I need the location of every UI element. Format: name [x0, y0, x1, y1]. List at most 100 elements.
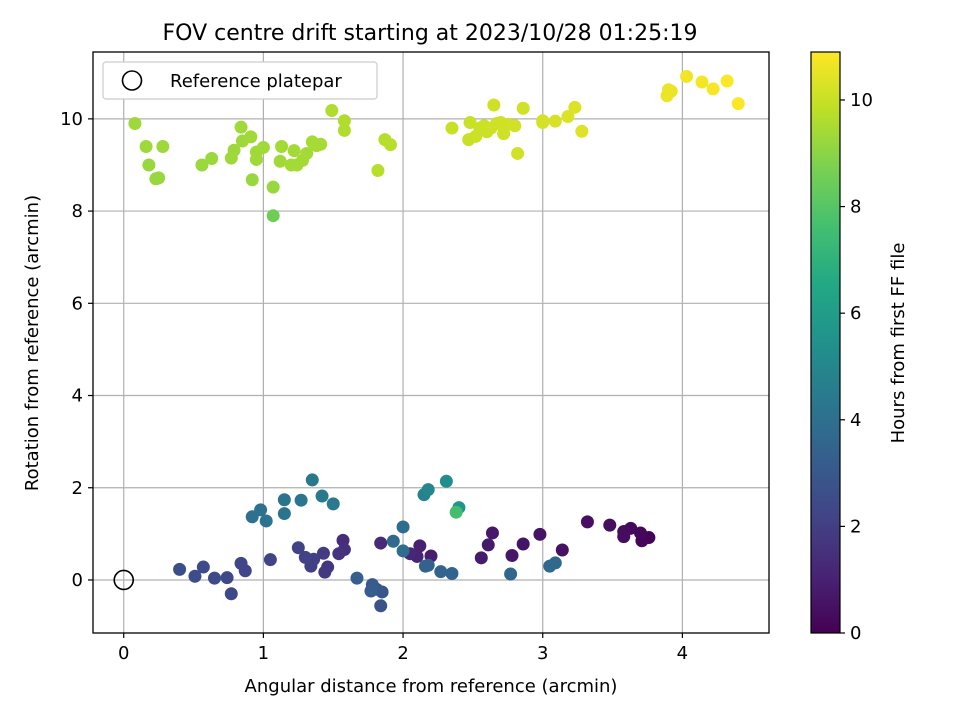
colorbar-tick-label: 0	[850, 623, 861, 644]
data-point	[188, 569, 202, 583]
data-point	[326, 497, 340, 511]
data-point	[305, 473, 319, 487]
data-point	[156, 140, 170, 154]
data-point	[275, 140, 289, 154]
data-point	[128, 116, 142, 130]
data-point	[664, 84, 678, 98]
data-point	[254, 503, 268, 517]
data-point	[149, 172, 163, 186]
data-point	[421, 483, 435, 497]
data-point	[173, 562, 187, 576]
legend-entry-reference-platepar: Reference platepar	[170, 71, 342, 92]
x-axis: 0 1 2 3 4	[118, 633, 688, 664]
data-point	[227, 143, 241, 157]
data-point	[575, 124, 589, 138]
data-point	[449, 505, 463, 519]
data-point	[364, 584, 378, 598]
y-tick-label: 6	[72, 293, 83, 314]
data-point	[142, 158, 156, 172]
data-point	[439, 474, 453, 488]
data-point	[445, 567, 459, 581]
data-point	[421, 558, 435, 572]
legend: Reference platepar	[102, 61, 378, 100]
data-point	[259, 514, 273, 528]
colorbar-tick-label: 10	[850, 90, 873, 111]
data-point	[196, 560, 210, 574]
data-point	[332, 547, 346, 561]
data-point	[266, 180, 280, 194]
data-point	[706, 82, 720, 96]
data-point	[516, 101, 530, 115]
data-point	[273, 154, 287, 168]
data-point	[263, 553, 277, 567]
data-point	[548, 556, 562, 570]
data-point	[680, 69, 694, 83]
data-point	[374, 599, 388, 613]
data-point	[413, 539, 427, 553]
y-tick-label: 0	[72, 570, 83, 591]
data-point	[287, 144, 301, 158]
data-point	[234, 556, 248, 570]
y-tick-label: 2	[72, 478, 83, 499]
grid	[93, 52, 769, 633]
data-point	[634, 526, 648, 540]
data-point	[508, 119, 522, 133]
x-tick-label: 2	[397, 643, 408, 664]
data-point	[396, 520, 410, 534]
data-point	[298, 550, 312, 564]
data-point	[617, 530, 631, 544]
data-point	[291, 541, 305, 555]
x-tick-label: 0	[118, 643, 129, 664]
colorbar-ticks: 0 2 4 6 8 10	[840, 90, 873, 644]
data-point	[249, 152, 263, 166]
data-points	[128, 69, 745, 613]
x-tick-label: 1	[258, 643, 269, 664]
data-point	[371, 164, 385, 178]
x-tick-label: 4	[677, 643, 688, 664]
data-point	[720, 74, 734, 88]
data-point	[205, 152, 219, 166]
data-point	[350, 571, 364, 585]
data-point	[277, 493, 291, 507]
data-point	[481, 538, 495, 552]
data-point	[511, 146, 525, 160]
y-axis: 0 2 4 6 8 10	[60, 109, 93, 591]
data-point	[139, 140, 153, 154]
colorbar-gradient	[810, 51, 841, 634]
data-point	[516, 537, 530, 551]
data-point	[383, 138, 397, 152]
data-point	[224, 587, 238, 601]
data-point	[695, 75, 709, 89]
data-point	[731, 97, 745, 111]
data-point	[396, 544, 410, 558]
colorbar-tick-label: 2	[850, 516, 861, 537]
data-point	[277, 507, 291, 521]
colorbar-label: Hours from first FF file	[888, 243, 909, 444]
data-point	[533, 527, 547, 541]
x-axis-label: Angular distance from reference (arcmin)	[245, 676, 618, 697]
data-point	[318, 565, 332, 579]
data-point	[374, 536, 388, 550]
data-point	[536, 116, 550, 130]
data-point	[463, 116, 477, 130]
data-point	[325, 104, 339, 118]
x-tick-label: 3	[537, 643, 548, 664]
data-point	[314, 137, 328, 151]
data-point	[603, 518, 617, 532]
data-point	[548, 114, 562, 128]
data-point	[337, 123, 351, 137]
data-point	[316, 546, 330, 560]
colorbar-tick-label: 6	[850, 303, 861, 324]
data-point	[555, 543, 569, 557]
y-tick-label: 10	[60, 109, 83, 130]
data-point	[386, 534, 400, 548]
data-point	[234, 120, 248, 134]
data-point	[195, 158, 209, 172]
data-point	[434, 565, 448, 579]
colorbar: 0 2 4 6 8 10 Hours from first FF file	[810, 51, 909, 644]
legend-box	[102, 61, 378, 100]
data-point	[445, 121, 459, 135]
data-point	[568, 100, 582, 114]
